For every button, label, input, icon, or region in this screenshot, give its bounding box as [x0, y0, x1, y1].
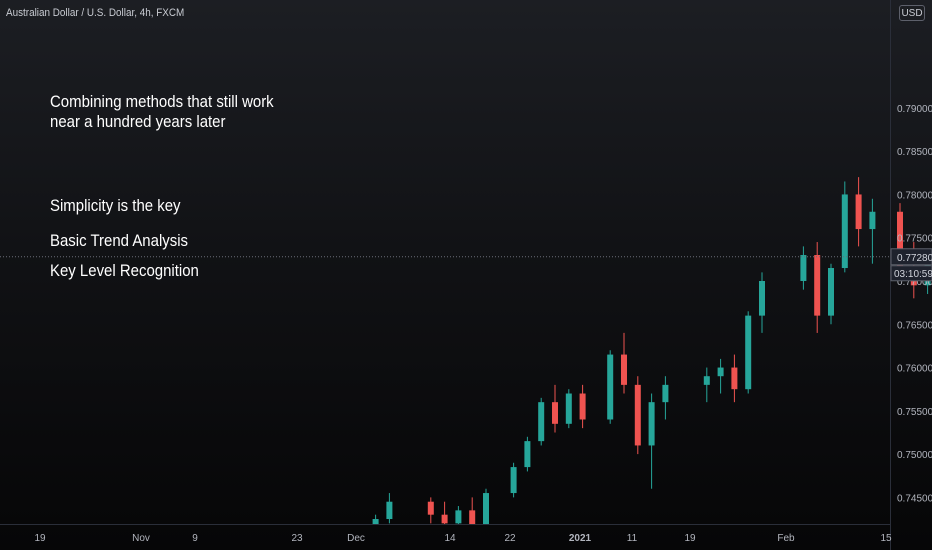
price-tick-label: 0.76500: [897, 320, 932, 331]
price-tick-label: 0.78500: [897, 147, 932, 158]
candle[interactable]: [469, 497, 476, 524]
price-tick-label: 0.76000: [897, 364, 932, 375]
last-price-label: 0.77280: [897, 253, 932, 264]
candle[interactable]: [800, 246, 807, 290]
annotation-key-level: Key Level Recognition: [50, 261, 199, 280]
candle[interactable]: [759, 272, 765, 333]
time-tick-label: 11: [627, 533, 638, 544]
countdown-label: 03:10:59: [894, 269, 932, 280]
candle[interactable]: [717, 358, 724, 394]
countdown-tag: [890, 265, 932, 282]
time-tick-label: 9: [192, 533, 198, 544]
candle-series: [372, 177, 931, 524]
candle[interactable]: [386, 493, 393, 524]
candle[interactable]: [455, 506, 462, 524]
candle[interactable]: [634, 376, 641, 455]
candle[interactable]: [372, 514, 379, 524]
candle[interactable]: [524, 436, 531, 472]
candle[interactable]: [607, 350, 614, 424]
annotation-combining-methods: Combining methods that still work: [50, 92, 274, 111]
candle[interactable]: [579, 384, 586, 429]
price-tick-label: 0.75500: [897, 407, 932, 418]
candle[interactable]: [483, 488, 489, 524]
annotation-hundred-years: near a hundred years later: [50, 112, 226, 131]
time-tick-label: Nov: [132, 533, 150, 544]
candle[interactable]: [510, 462, 517, 498]
candle[interactable]: [427, 497, 434, 524]
currency-button[interactable]: USD: [899, 5, 925, 21]
annotation-trend-analysis: Basic Trend Analysis: [50, 231, 189, 250]
candle[interactable]: [855, 177, 862, 247]
symbol-header[interactable]: Australian Dollar / U.S. Dollar, 4h, FXC…: [6, 7, 185, 19]
candle[interactable]: [648, 393, 655, 489]
candle[interactable]: [869, 198, 876, 264]
time-tick-label: 2021: [569, 533, 592, 544]
time-tick-label: Feb: [777, 533, 795, 544]
time-tick-label: 14: [444, 533, 456, 544]
candle[interactable]: [814, 242, 821, 333]
candle[interactable]: [731, 354, 738, 403]
price-tick-label: 0.77500: [897, 234, 932, 245]
time-tick-label: 22: [504, 533, 516, 544]
price-tick-label: 0.77000: [897, 277, 932, 288]
candle[interactable]: [441, 501, 448, 524]
candle[interactable]: [565, 389, 572, 429]
price-tick-label: 0.79000: [897, 104, 932, 115]
candle[interactable]: [745, 311, 752, 394]
last-price-tag: [890, 248, 932, 266]
candle[interactable]: [621, 332, 627, 394]
annotation-simplicity: Simplicity is the key: [50, 196, 181, 215]
price-tick-label: 0.75000: [897, 450, 932, 461]
candle[interactable]: [538, 397, 545, 446]
candle[interactable]: [841, 181, 848, 273]
time-axis: 19 Nov 9 23 Dec 14 22 2021 11 19 Feb 15: [34, 533, 892, 544]
time-tick-label: Dec: [347, 533, 365, 544]
price-tick-label: 0.78000: [897, 190, 932, 201]
time-tick-label: 19: [684, 533, 696, 544]
time-tick-label: 15: [880, 533, 892, 544]
price-tags: 0.77280 03:10:59: [890, 248, 932, 282]
candle[interactable]: [552, 384, 558, 433]
time-tick-label: 19: [34, 533, 46, 544]
time-tick-label: 23: [291, 533, 303, 544]
candle[interactable]: [703, 367, 710, 403]
price-tick-label: 0.74500: [897, 493, 932, 504]
candle[interactable]: [828, 263, 834, 325]
candle[interactable]: [662, 376, 669, 420]
price-axis: 0.79000 0.78500 0.78000 0.77500 0.77000 0.765…: [897, 104, 932, 504]
